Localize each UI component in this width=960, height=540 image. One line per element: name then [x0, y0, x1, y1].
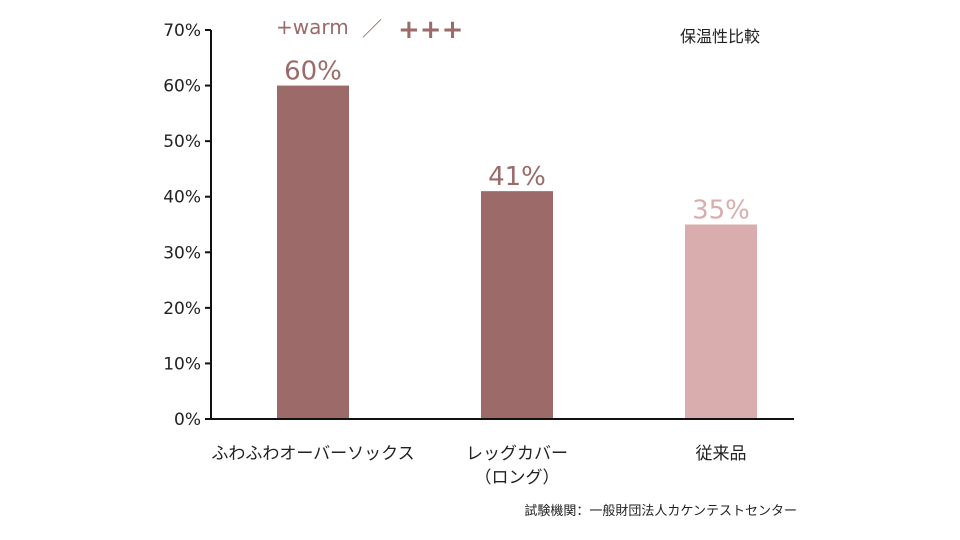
y-tick-label: 20% [163, 299, 201, 319]
brand-logo-text: +warm [276, 15, 349, 39]
bars [277, 85, 757, 420]
brand-logo-mark: +++ [398, 15, 463, 45]
value-labels: 60% 41% 35% [284, 57, 750, 226]
brand-logo-separator: ／ [362, 17, 382, 41]
bar [685, 224, 757, 419]
bar-value-label: 60% [284, 57, 342, 87]
category-label: 従来品 [696, 444, 747, 464]
y-tick-label: 30% [163, 243, 201, 263]
bar-value-label: 41% [488, 162, 546, 192]
category-label: ふわふわオーバーソックス [211, 444, 414, 464]
brand-logo: +warm ／ +++ [276, 15, 463, 45]
y-tick-label: 70% [163, 21, 201, 41]
y-tick-label: 0% [174, 410, 201, 430]
y-tick-label: 40% [163, 188, 201, 208]
y-tick-label: 50% [163, 132, 201, 152]
bar [277, 85, 349, 420]
source-note: 試験機関：一般財団法人カケンテストセンター [524, 503, 797, 519]
y-axis: 0% 10% 20% 30% 40% 50% 60% 70% [163, 21, 211, 430]
y-tick-label: 60% [163, 77, 201, 97]
chart-title: 保温性比較 [680, 27, 760, 46]
category-label: レッグカバー（ロング） [466, 444, 568, 488]
y-tick-label: 10% [163, 354, 201, 374]
category-labels: ふわふわオーバーソックス レッグカバー（ロング） 従来品 [211, 444, 746, 488]
bar [481, 191, 553, 419]
bar-value-label: 35% [692, 196, 750, 226]
